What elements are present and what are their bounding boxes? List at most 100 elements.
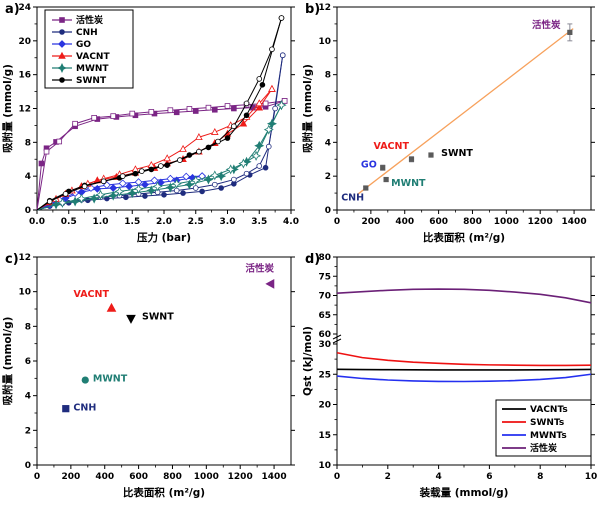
square-marker bbox=[62, 405, 70, 413]
x-axis-label: 比表面积 (m²/g) bbox=[423, 231, 505, 244]
diamond-marker bbox=[109, 184, 118, 192]
point-label: MWNT bbox=[391, 178, 426, 189]
square-marker bbox=[59, 17, 65, 23]
y-axis-label: 吸附量 (mmol/g) bbox=[301, 64, 314, 153]
svg-text:3.5: 3.5 bbox=[251, 217, 267, 227]
panel-b: b) 0 200 400 600 800 1000 1200 1400 比表面积 (m²/g) 0… bbox=[300, 0, 600, 250]
diamond-marker bbox=[58, 40, 66, 48]
panel-d-letter: d) bbox=[305, 252, 321, 267]
point-label: SWNT bbox=[142, 311, 174, 322]
star-marker bbox=[95, 189, 106, 200]
svg-text:4: 4 bbox=[325, 138, 331, 148]
triangle-up-marker bbox=[239, 119, 248, 127]
square-marker bbox=[408, 156, 415, 162]
series-4 bbox=[36, 100, 287, 211]
svg-text:10: 10 bbox=[18, 288, 31, 298]
svg-text:12: 12 bbox=[18, 253, 31, 263]
circle-marker bbox=[243, 170, 250, 177]
svg-text:1.0: 1.0 bbox=[93, 217, 109, 227]
svg-text:400: 400 bbox=[95, 472, 114, 482]
circle-marker bbox=[161, 191, 167, 198]
svg-text:1200: 1200 bbox=[228, 472, 253, 482]
circle-marker bbox=[59, 29, 65, 35]
circle-marker bbox=[278, 15, 285, 21]
chart-b-canvas: 0 200 400 600 800 1000 1200 1400 比表面积 (m²/g) 0 2 4 6… bbox=[301, 3, 595, 244]
triangle-up-marker bbox=[255, 99, 264, 107]
y-axis-label: 吸附量 (mmol/g) bbox=[1, 64, 14, 153]
svg-text:60: 60 bbox=[318, 330, 331, 340]
star-marker bbox=[127, 188, 138, 199]
x-axis: 0.0 0.5 1.0 1.5 2.0 2.5 3.0 3.5 4.0 压力 (bar) bbox=[29, 210, 299, 244]
square-marker bbox=[173, 109, 180, 116]
circle-marker bbox=[265, 143, 272, 150]
y-axis-label: 吸附量 (mmol/g) bbox=[1, 317, 14, 406]
chart-a-canvas: 0.0 0.5 1.0 1.5 2.0 2.5 3.0 3.5 4.0 压力 (bar) 0 4 8 12… bbox=[1, 3, 299, 244]
svg-text:2.0: 2.0 bbox=[156, 217, 172, 227]
square-marker bbox=[167, 107, 174, 113]
star-marker bbox=[238, 158, 249, 169]
point-label: CNH bbox=[73, 402, 96, 413]
series-line bbox=[336, 368, 592, 371]
svg-text:75: 75 bbox=[318, 272, 331, 282]
circle-marker bbox=[46, 198, 53, 205]
star-marker bbox=[56, 62, 68, 74]
svg-text:10: 10 bbox=[318, 461, 331, 471]
svg-text:600: 600 bbox=[429, 217, 448, 227]
series-line bbox=[36, 104, 282, 211]
svg-text:8: 8 bbox=[537, 472, 543, 482]
svg-text:0: 0 bbox=[334, 217, 340, 227]
circle-marker bbox=[81, 183, 88, 190]
square-marker bbox=[211, 106, 218, 113]
svg-text:0: 0 bbox=[34, 472, 40, 482]
star-marker bbox=[57, 197, 68, 208]
svg-text:8: 8 bbox=[325, 71, 331, 81]
svg-text:65: 65 bbox=[318, 311, 331, 321]
svg-text:1.5: 1.5 bbox=[124, 217, 140, 227]
svg-text:1400: 1400 bbox=[562, 217, 587, 227]
star-marker bbox=[76, 193, 87, 204]
triangle-up-marker bbox=[195, 133, 203, 141]
svg-text:600: 600 bbox=[129, 472, 148, 482]
data-points: CNH GO MWNT VACNT SWNT 活性炭 bbox=[341, 19, 573, 204]
axis-break-icon bbox=[332, 334, 342, 344]
diamond-marker bbox=[61, 194, 70, 203]
svg-text:200: 200 bbox=[61, 472, 80, 482]
legend-entry: CNH bbox=[76, 28, 98, 38]
y-axis-label: Qst (kJ/mol) bbox=[302, 326, 314, 396]
svg-text:6: 6 bbox=[486, 472, 492, 482]
star-marker bbox=[152, 181, 163, 192]
data-points: CNH MWNT VACNT SWNT 活性炭 bbox=[62, 263, 275, 413]
point-label: CNH bbox=[341, 193, 364, 204]
plot-area bbox=[336, 6, 592, 211]
star-marker bbox=[114, 186, 125, 197]
square-marker bbox=[192, 108, 199, 114]
circle-marker bbox=[62, 191, 69, 197]
svg-text:4: 4 bbox=[25, 392, 31, 402]
y-axis: 60 65 70 75 80 10 15 20 25 30 bbox=[318, 253, 595, 471]
square-marker bbox=[428, 152, 434, 158]
series-line bbox=[336, 351, 592, 367]
svg-text:2.5: 2.5 bbox=[188, 217, 204, 227]
svg-text:2: 2 bbox=[25, 426, 31, 436]
circle-marker bbox=[224, 135, 231, 141]
legend-entry: VACNT bbox=[76, 52, 110, 62]
point-label: SWNT bbox=[441, 148, 473, 159]
legend-entry: MWNT bbox=[76, 64, 109, 74]
square-marker bbox=[281, 98, 288, 104]
square-marker bbox=[38, 160, 45, 167]
svg-text:1400: 1400 bbox=[262, 472, 287, 482]
svg-text:6: 6 bbox=[25, 357, 31, 367]
star-marker bbox=[190, 175, 201, 186]
diamond-marker bbox=[182, 172, 191, 181]
svg-text:10: 10 bbox=[585, 472, 598, 482]
svg-text:2: 2 bbox=[325, 172, 331, 182]
triangle-left-marker bbox=[265, 279, 275, 289]
star-marker bbox=[133, 183, 144, 194]
svg-text:30: 30 bbox=[318, 340, 331, 350]
star-marker bbox=[251, 150, 262, 161]
legend-entry: GO bbox=[76, 40, 91, 50]
star-marker bbox=[276, 100, 287, 111]
circle-marker bbox=[269, 46, 275, 53]
svg-text:70: 70 bbox=[318, 292, 331, 302]
